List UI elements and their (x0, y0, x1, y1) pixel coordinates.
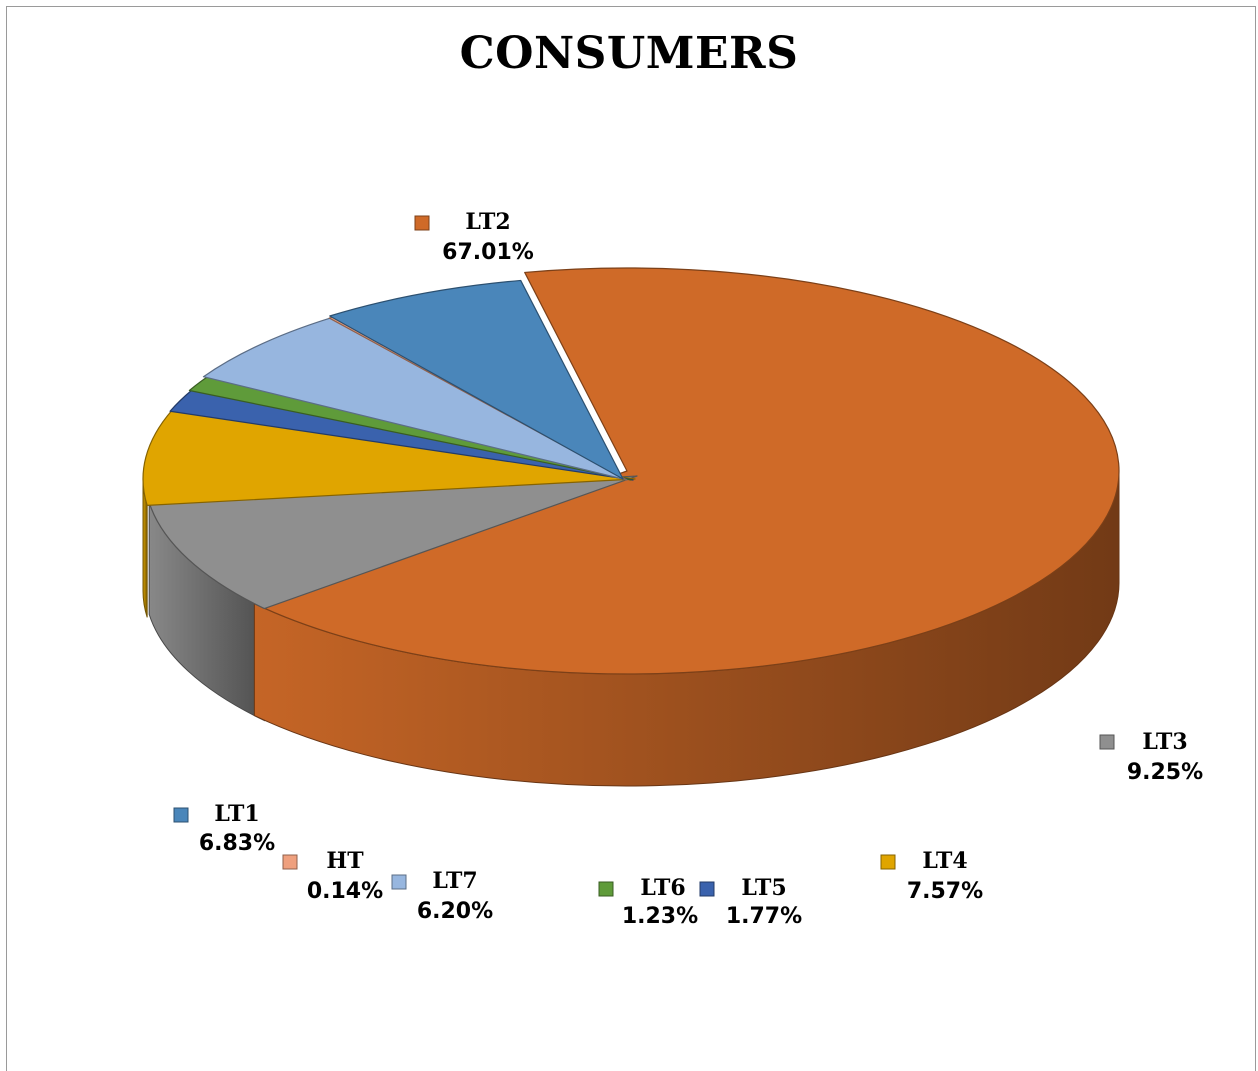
label-value-lt6: 1.23% (622, 904, 698, 929)
slice-lt4 (142, 409, 636, 506)
slice-lt7 (202, 317, 628, 481)
data-labels: LT2 67.01% LT3 9.25% LT4 7.57% LT5 1.77% LT6 1.23… (173, 209, 1203, 929)
legend-key-lt4 (880, 854, 896, 870)
legend-key-lt3 (1099, 734, 1115, 750)
label-name-lt3: LT3 (1142, 729, 1187, 755)
label-name-lt1: LT1 (214, 801, 259, 827)
pie-slices (142, 267, 1120, 675)
legend-key-lt5 (699, 881, 715, 897)
slice-lt2 (253, 267, 1120, 675)
label-value-lt3: 9.25% (1127, 760, 1203, 785)
label-value-ht: 0.14% (307, 879, 383, 904)
legend-key-lt1 (173, 807, 189, 823)
label-name-lt2: LT2 (465, 209, 510, 235)
label-name-lt4: LT4 (922, 848, 967, 874)
label-name-lt5: LT5 (741, 875, 786, 901)
chart-title: CONSUMERS (459, 28, 799, 79)
legend-key-lt7 (391, 874, 407, 890)
label-name-lt6: LT6 (640, 875, 685, 901)
label-value-lt4: 7.57% (907, 879, 983, 904)
slice-lt3 (148, 475, 638, 610)
label-name-ht: HT (326, 848, 364, 874)
label-value-lt2: 67.01% (442, 240, 534, 265)
label-value-lt1: 6.83% (199, 831, 275, 856)
slice-lt1 (329, 279, 624, 480)
label-name-lt7: LT7 (432, 868, 477, 894)
legend-key-lt2 (414, 215, 430, 231)
legend-key-ht (282, 854, 298, 870)
label-value-lt5: 1.77% (726, 904, 802, 929)
label-value-lt7: 6.20% (417, 899, 493, 924)
legend-key-lt6 (598, 881, 614, 897)
